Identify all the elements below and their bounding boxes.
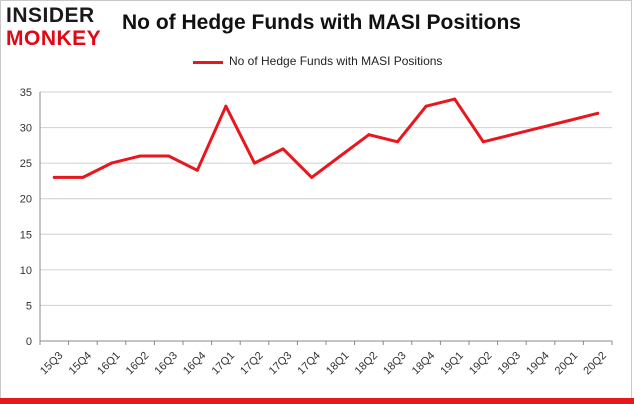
y-tick-label: 15: [20, 229, 32, 241]
x-tick-label: 19Q1: [438, 350, 466, 378]
y-tick-label: 35: [20, 87, 32, 99]
x-tick-label: 16Q1: [95, 350, 123, 378]
logo-line-2: MONKEY: [6, 27, 102, 50]
data-point: [310, 175, 314, 179]
data-point: [481, 140, 485, 144]
x-tick-label: 19Q3: [496, 350, 524, 378]
data-point: [424, 104, 428, 108]
data-point: [510, 133, 514, 137]
data-point: [81, 175, 85, 179]
data-point: [539, 126, 542, 130]
x-tick-label: 18Q1: [324, 350, 352, 378]
data-point: [253, 161, 256, 165]
x-tick-label: 18Q3: [381, 350, 409, 378]
y-tick-label: 30: [20, 123, 32, 135]
x-tick-label: 16Q4: [181, 350, 209, 378]
x-tick-label: 19Q4: [524, 350, 552, 378]
x-tick-label: 16Q3: [152, 350, 180, 378]
data-point: [396, 140, 399, 144]
data-point: [596, 111, 600, 115]
x-tick-label: 17Q1: [210, 350, 238, 378]
legend-label: No of Hedge Funds with MASI Positions: [229, 54, 443, 68]
x-tick-label: 15Q4: [67, 350, 95, 378]
x-tick-label: 18Q4: [410, 350, 438, 378]
y-tick-label: 5: [26, 300, 32, 312]
x-tick-label: 17Q4: [295, 350, 323, 378]
y-tick-label: 25: [20, 158, 32, 170]
y-tick-label: 20: [20, 194, 32, 206]
data-point: [338, 154, 342, 158]
x-tick-label: 19Q2: [467, 350, 495, 378]
x-tick-label: 18Q2: [353, 350, 381, 378]
y-tick-label: 10: [20, 265, 32, 277]
chart-title: No of Hedge Funds with MASI Positions: [122, 11, 521, 34]
data-point: [195, 168, 199, 172]
legend-swatch: [193, 61, 223, 64]
logo-line-1: INSIDER: [6, 4, 95, 27]
x-tick-label: 20Q2: [581, 350, 609, 378]
data-point: [367, 133, 371, 137]
series-line: [52, 97, 600, 179]
insider-monkey-logo: INSIDER MONKEY: [6, 4, 118, 52]
data-point: [453, 97, 457, 101]
x-tick-label: 17Q3: [267, 350, 295, 378]
data-point: [167, 154, 171, 158]
data-point: [281, 147, 285, 151]
x-tick-label: 16Q2: [124, 350, 152, 378]
y-tick-label: 0: [26, 336, 32, 348]
data-point: [110, 161, 113, 165]
data-point: [224, 104, 228, 108]
x-tick-label: 20Q1: [553, 350, 581, 378]
x-tick-label: 15Q3: [38, 350, 66, 378]
data-point: [567, 118, 571, 122]
data-point: [52, 175, 56, 179]
bottom-accent-bar: [0, 398, 634, 404]
x-tick-label: 17Q2: [238, 350, 266, 378]
data-point: [138, 154, 142, 158]
